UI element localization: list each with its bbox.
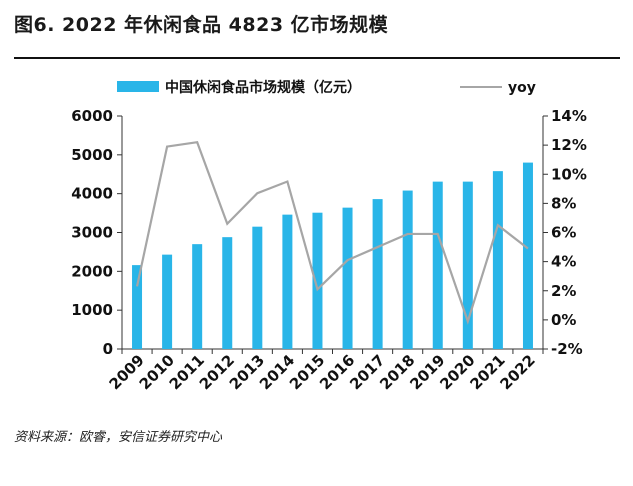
y-right-tick-label: -2%: [551, 340, 583, 358]
bar: [252, 226, 263, 349]
y-left-tick-label: 1000: [71, 301, 113, 319]
bar: [462, 181, 473, 349]
source-note: 资料来源：欧睿，安信证券研究中心: [14, 430, 223, 445]
y-right-tick-label: 12%: [551, 136, 587, 154]
legend-bar-swatch: [117, 81, 159, 92]
y-right-tick-label: 4%: [551, 253, 576, 271]
legend-line-label: yoy: [508, 80, 536, 96]
bar: [432, 181, 443, 349]
y-right-tick-label: 6%: [551, 224, 576, 242]
bar: [282, 214, 293, 349]
y-right-tick-label: 0%: [551, 311, 576, 329]
bar: [312, 212, 323, 349]
title-divider: [14, 57, 620, 59]
y-right-tick-label: 10%: [551, 165, 587, 183]
yoy-line: [135, 140, 529, 325]
y-left-tick-label: 5000: [71, 146, 113, 164]
y-left-tick-label: 0: [103, 340, 113, 358]
y-left-tick-label: 3000: [71, 224, 113, 242]
legend-bar-label: 中国休闲食品市场规模（亿元）: [165, 79, 361, 96]
y-right-tick-label: 8%: [551, 194, 576, 212]
bar: [222, 237, 233, 349]
market-size-chart: 中国休闲食品市场规模（亿元） yoy 0 1000 2000 3000 4000 5000…: [71, 79, 587, 393]
y-right-tick-label: 2%: [551, 282, 576, 300]
page-title: 图6. 2022 年休闲食品 4823 亿市场规模: [14, 14, 389, 36]
bar: [132, 265, 143, 349]
bar: [192, 244, 203, 349]
bar: [342, 207, 353, 349]
y-left-tick-label: 4000: [71, 185, 113, 203]
y-left-tick-label: 2000: [71, 262, 113, 280]
plot-area: 0 1000 2000 3000 4000 5000 6000 -2% 0% 2% 4% 6% 8% 10…: [71, 107, 587, 393]
bar: [162, 254, 173, 349]
bar: [492, 171, 503, 349]
x-tick-label: 2022: [497, 351, 539, 393]
bar: [372, 199, 383, 349]
bar: [402, 190, 413, 349]
y-right-tick-label: 14%: [551, 107, 587, 125]
y-left-tick-label: 6000: [71, 107, 113, 125]
bar: [522, 162, 533, 349]
chart-legend: 中国休闲食品市场规模（亿元） yoy: [117, 79, 536, 96]
